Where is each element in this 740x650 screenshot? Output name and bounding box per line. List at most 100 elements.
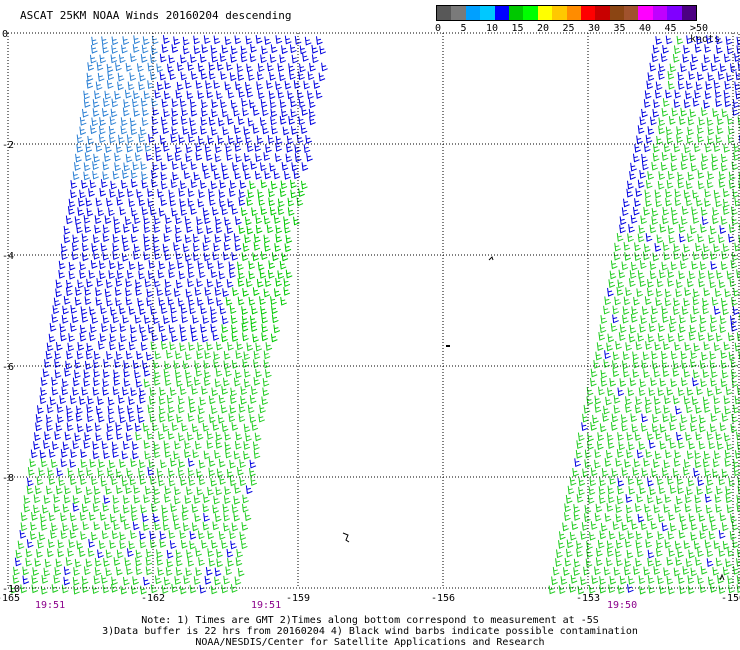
- wind-barb: [121, 450, 129, 460]
- wind-barb: [655, 198, 663, 208]
- wind-barb: [643, 243, 651, 253]
- wind-barb: [607, 287, 614, 297]
- wind-barb: [119, 459, 126, 468]
- wind-barb: [34, 432, 41, 441]
- wind-barb: [141, 44, 149, 54]
- wind-barb: [56, 414, 64, 424]
- wind-barb: [128, 540, 136, 550]
- wind-barb: [181, 512, 189, 521]
- wind-barb: [280, 108, 288, 118]
- wind-barb: [594, 404, 602, 413]
- wind-barb: [635, 530, 643, 540]
- wind-barb: [725, 494, 733, 504]
- wind-barb: [255, 368, 262, 378]
- wind-barb: [171, 313, 178, 323]
- wind-barb: [102, 171, 109, 181]
- wind-barb: [86, 80, 94, 89]
- wind-barb: [206, 89, 214, 99]
- wind-barb: [669, 440, 677, 449]
- wind-barb: [122, 107, 130, 117]
- wind-barb: [702, 396, 710, 406]
- wind-barb: [665, 189, 672, 198]
- wind-barb: [618, 332, 626, 341]
- wind-barb: [249, 180, 256, 190]
- wind-barb: [91, 531, 98, 541]
- wind-barb: [45, 414, 53, 424]
- wind-barb: [678, 224, 686, 233]
- wind-barb: [92, 386, 100, 396]
- wind-barb: [269, 54, 277, 64]
- wind-barb: [606, 503, 614, 512]
- wind-barb: [710, 369, 718, 378]
- wind-barb: [124, 557, 132, 567]
- wind-barb: [723, 432, 731, 442]
- wind-barb: [74, 558, 82, 568]
- wind-barb: [190, 71, 198, 80]
- wind-barb: [149, 387, 157, 397]
- wind-barb: [714, 450, 721, 460]
- wind-barb: [63, 225, 71, 235]
- lat-tick-label: -4: [2, 251, 14, 262]
- wind-barb: [177, 260, 184, 269]
- wind-barb: [228, 413, 236, 423]
- wind-barb: [75, 412, 83, 422]
- wind-barb: [654, 89, 662, 99]
- wind-barb: [179, 198, 186, 208]
- wind-barb: [246, 88, 254, 98]
- wind-barb: [661, 350, 668, 360]
- wind-barb: [214, 450, 221, 459]
- wind-barb: [617, 585, 625, 595]
- wind-barb: [698, 513, 706, 522]
- wind-barb: [74, 216, 82, 226]
- wind-barb: [697, 170, 705, 179]
- wind-barb: [650, 314, 658, 324]
- wind-barb: [212, 504, 219, 514]
- wind-barb: [710, 261, 718, 270]
- wind-barb: [39, 395, 47, 405]
- wind-barb: [708, 234, 716, 244]
- wind-barb: [238, 403, 246, 413]
- isolated-barbs: [342, 256, 725, 581]
- wind-barb: [287, 197, 295, 207]
- wind-barb: [645, 134, 653, 144]
- legend-swatch: [624, 6, 639, 20]
- wind-barb: [259, 117, 267, 127]
- wind-barb: [149, 54, 157, 64]
- wind-barb: [227, 198, 235, 208]
- wind-barb: [115, 278, 123, 287]
- wind-barb: [27, 467, 35, 476]
- wind-barb: [265, 342, 273, 351]
- wind-barb: [93, 153, 100, 163]
- lon-tick-label: -156: [431, 593, 455, 604]
- wind-barb: [183, 575, 191, 585]
- wind-barb: [174, 440, 181, 450]
- wind-barb: [167, 404, 175, 414]
- wind-barb: [309, 62, 316, 72]
- wind-barb: [693, 288, 700, 298]
- wind-barb: [694, 90, 701, 99]
- wind-barb: [636, 476, 644, 486]
- wind-barb: [255, 215, 262, 225]
- wind-barb: [94, 557, 102, 567]
- wind-barb: [587, 495, 595, 504]
- wind-barb: [224, 441, 232, 451]
- wind-barb: [598, 495, 606, 504]
- wind-barb: [95, 287, 102, 297]
- wind-barb: [76, 405, 83, 415]
- wind-barb: [114, 224, 121, 234]
- wind-barb: [617, 279, 625, 289]
- wind-barb: [101, 36, 108, 46]
- wind-barb: [233, 233, 241, 243]
- wind-barb: [63, 576, 71, 586]
- wind-barb: [26, 477, 34, 487]
- wind-barb: [674, 197, 682, 207]
- wind-barb: [697, 575, 704, 585]
- wind-barb: [681, 377, 688, 387]
- wind-barb: [211, 387, 219, 397]
- wind-barb: [184, 216, 192, 225]
- wind-barb: [651, 305, 659, 315]
- wind-barb: [213, 242, 220, 252]
- wind-barb: [730, 423, 738, 433]
- wind-barb: [85, 423, 93, 433]
- wind-barb: [143, 233, 150, 243]
